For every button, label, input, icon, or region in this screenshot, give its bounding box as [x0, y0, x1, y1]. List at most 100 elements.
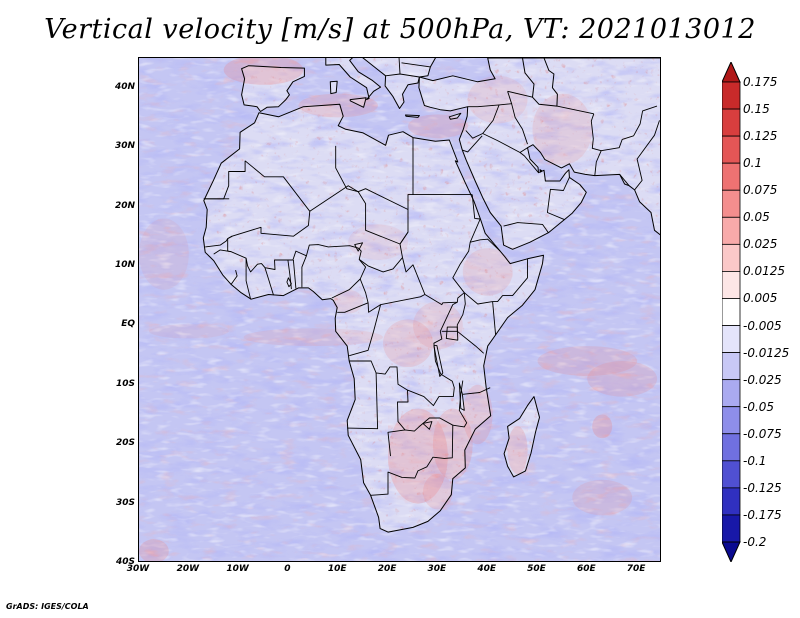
country-border: [264, 267, 274, 296]
coastline: [448, 112, 462, 120]
colorbar-tick-label: 0.1: [743, 156, 763, 171]
ascent-patch: [587, 361, 658, 397]
country-border: [205, 235, 233, 248]
lat-tick-label: 20N: [114, 200, 135, 211]
colorbar-tick-label: -0.2: [743, 535, 767, 549]
country-border: [601, 105, 658, 152]
coastline: [329, 80, 338, 95]
country-border: [407, 137, 414, 210]
country-border: [470, 238, 501, 252]
map-panel: [138, 57, 661, 562]
lat-tick-label: 40S: [115, 557, 135, 567]
country-border: [556, 105, 594, 115]
lon-tick-label: 10E: [327, 564, 347, 574]
coastlines: [202, 58, 660, 533]
country-border: [590, 113, 602, 176]
lon-tick-label: 30W: [126, 564, 150, 574]
lat-tick-label: 40N: [114, 81, 135, 92]
country-border: [546, 177, 570, 221]
colorbar-tick-label: -0.005: [743, 318, 782, 333]
country-border: [213, 249, 232, 255]
ascent-patch: [572, 479, 633, 516]
country-border: [462, 135, 483, 153]
country-border: [292, 259, 297, 289]
ascent-patch: [462, 384, 493, 445]
ascent-patch: [462, 248, 513, 296]
colorbar-segment: [722, 379, 741, 408]
ascent-patch: [139, 218, 189, 290]
lake-outline: [422, 421, 433, 430]
lon-tick-label: 30E: [427, 564, 447, 574]
colorbar-segment: [722, 162, 741, 191]
country-border: [370, 417, 454, 496]
coastline: [362, 58, 436, 109]
colorbar-tick-label: 0.075: [743, 183, 778, 198]
ascent-patch: [413, 301, 463, 350]
ascent-patch: [298, 93, 378, 118]
country-border: [357, 191, 409, 245]
ascent-patch: [149, 324, 229, 339]
lake-outline: [445, 326, 459, 341]
coastline: [349, 97, 367, 108]
ascent-patch: [462, 248, 513, 296]
ascent-patch: [298, 93, 378, 118]
colorbar-segment: [722, 325, 741, 353]
country-border: [507, 90, 533, 98]
colorbar-segment: [722, 514, 741, 543]
country-border: [452, 194, 481, 293]
ascent-patch: [467, 75, 528, 124]
lake-outline: [354, 242, 364, 252]
lon-tick-label: 20E: [377, 564, 397, 574]
ascent-patch: [408, 114, 468, 139]
ascent-patch: [592, 414, 613, 439]
colorbar-tick-label: 0.125: [743, 129, 778, 144]
country-border: [503, 222, 549, 233]
colorbar-tick-label: -0.175: [743, 507, 782, 522]
colorbar-tick-label: 0.05: [743, 210, 770, 225]
country-border: [441, 330, 485, 354]
colorbar-segment: [722, 406, 741, 435]
ascent-patch: [243, 328, 383, 347]
country-border: [337, 302, 369, 313]
country-border: [335, 145, 359, 193]
ascent-patch: [532, 93, 593, 165]
country-border: [398, 58, 401, 75]
country-border: [301, 255, 307, 288]
colorbar-segment: [722, 189, 741, 218]
colorbar-segment: [722, 433, 741, 462]
colorbar-top-arrow: [722, 62, 741, 83]
country-border: [452, 380, 468, 428]
ascent-patch: [592, 414, 613, 439]
ascent-patch: [462, 384, 493, 445]
lon-tick-label: 60E: [576, 564, 596, 574]
country-border: [349, 301, 458, 407]
country-border: [397, 390, 409, 431]
ascent-patch: [243, 328, 383, 347]
lat-tick-label: 30S: [115, 497, 135, 508]
country-border: [349, 304, 382, 357]
country-border: [511, 103, 528, 145]
grads-credit: GrADS: IGES/COLA: [6, 602, 89, 611]
ascent-patch: [423, 473, 453, 510]
ascent-patch: [348, 224, 408, 260]
country-border: [492, 301, 497, 335]
colorbar-segment: [722, 135, 741, 164]
colorbar-tick-label: 0.0125: [743, 264, 785, 279]
lat-tick-label: 20S: [115, 438, 135, 449]
colorbar-segment: [722, 487, 741, 516]
colorbar-tick-label: -0.025: [743, 372, 782, 387]
colorbar-tick-label: -0.125: [743, 480, 782, 495]
colorbar-segment: [722, 298, 741, 326]
ascent-patch: [587, 361, 658, 397]
lon-tick-label: 10W: [226, 564, 249, 574]
ascent-patch: [467, 75, 528, 124]
colorbar-segment: [722, 243, 741, 272]
lon-tick-label: 70E: [626, 564, 646, 574]
lake-outline: [286, 277, 292, 288]
colorbar-tick-label: 0.025: [743, 237, 778, 252]
coastline: [325, 58, 382, 101]
country-border: [482, 133, 528, 153]
coastline: [241, 65, 305, 112]
colorbar-segment: [722, 352, 741, 381]
ascent-patch: [532, 93, 593, 165]
